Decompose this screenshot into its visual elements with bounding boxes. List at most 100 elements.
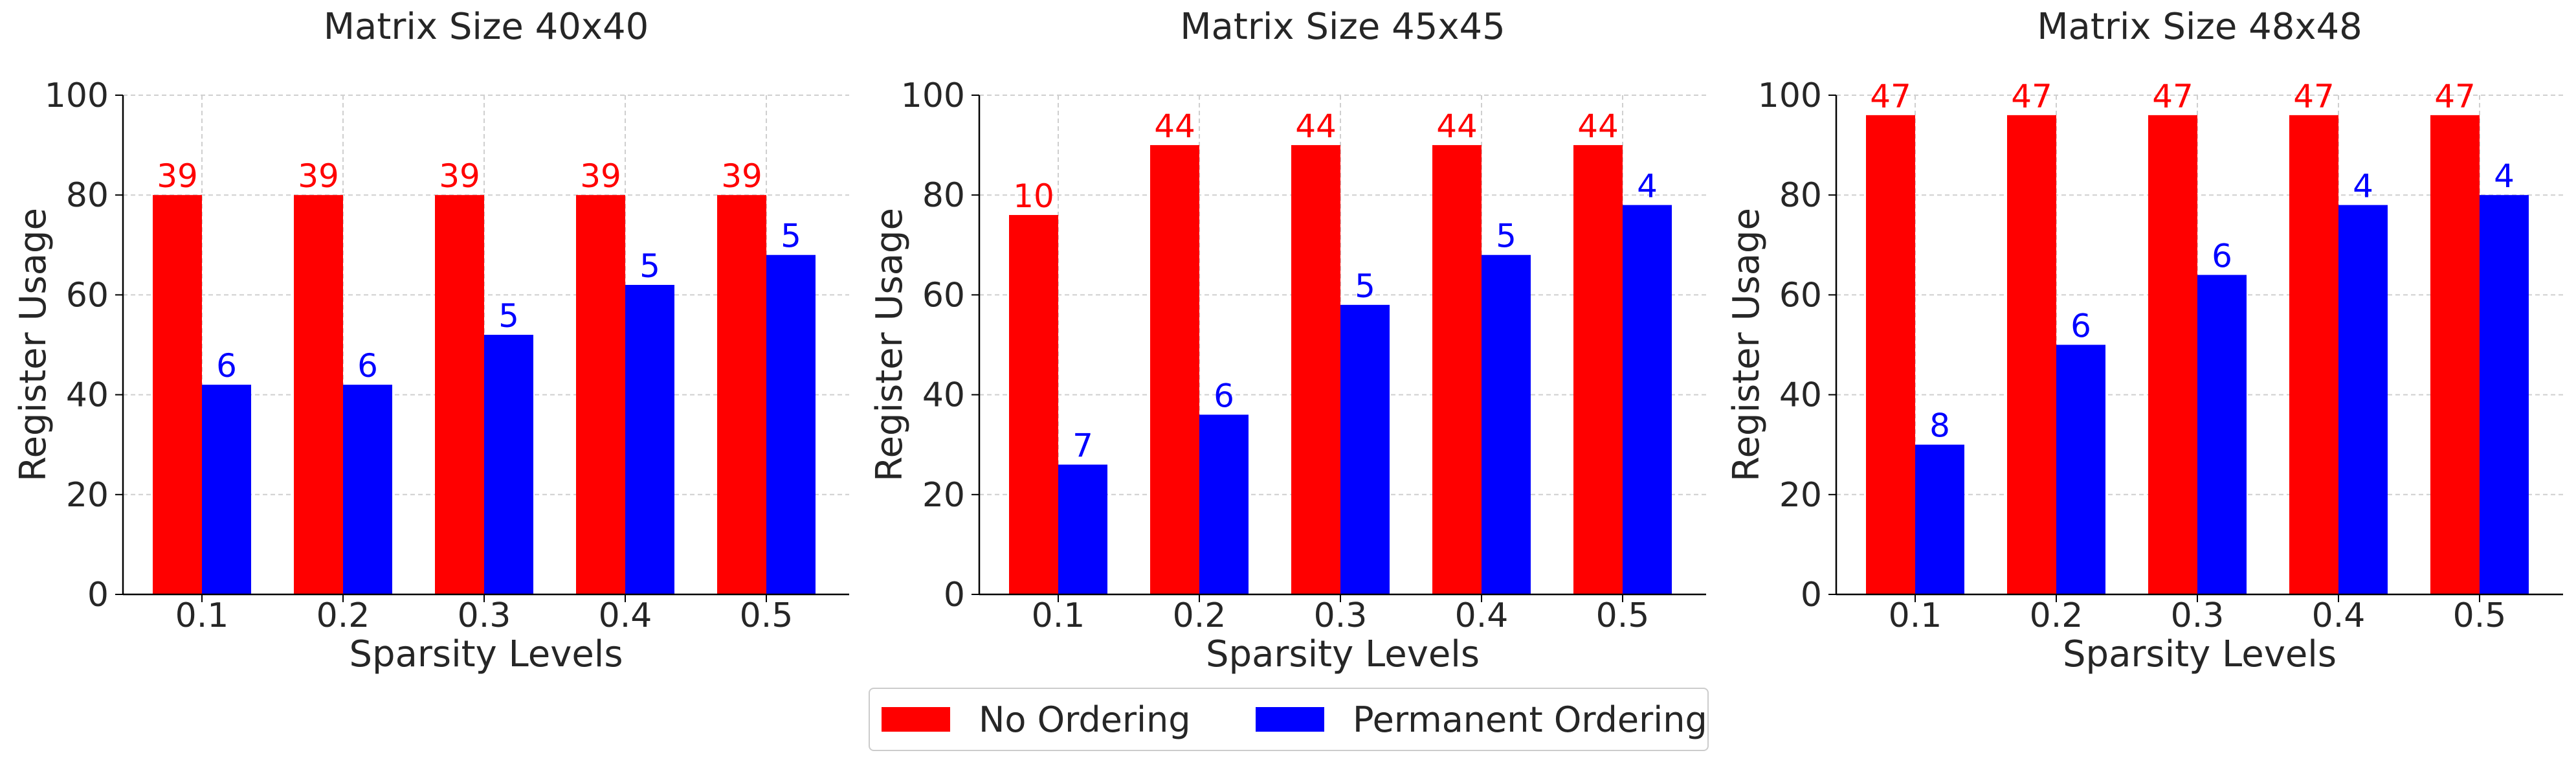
bar-permanent-ordering xyxy=(1340,304,1390,594)
x-tick-label: 0.3 xyxy=(2171,596,2225,635)
data-label: 5 xyxy=(781,218,801,255)
bar-no-ordering xyxy=(1432,145,1482,595)
data-label: 7 xyxy=(1072,427,1093,465)
y-axis-label: Register Usage xyxy=(869,208,911,482)
legend: No Ordering Permanent Ordering xyxy=(869,688,1709,751)
y-tick-label: 40 xyxy=(66,376,109,415)
bar-permanent-ordering xyxy=(343,385,392,594)
x-tick-label: 0.5 xyxy=(740,596,794,635)
bar-no-ordering xyxy=(717,195,766,594)
x-tick-label: 0.4 xyxy=(2312,596,2366,635)
y-tick-label: 100 xyxy=(1758,76,1822,115)
bar-no-ordering xyxy=(294,195,343,594)
bar-permanent-ordering xyxy=(1199,414,1249,594)
bar-no-ordering xyxy=(1009,215,1058,594)
bar-permanent-ordering xyxy=(2480,195,2529,594)
y-tick-label: 80 xyxy=(66,176,109,215)
bar-no-ordering xyxy=(435,195,484,594)
data-label: 6 xyxy=(357,347,378,385)
data-label: 5 xyxy=(1355,267,1375,305)
chart-title: Matrix Size 48x48 xyxy=(2037,6,2362,48)
bar-permanent-ordering xyxy=(625,284,674,594)
legend-label-no-ordering: No Ordering xyxy=(979,699,1191,740)
x-tick-label: 0.1 xyxy=(175,596,229,635)
bar-no-ordering xyxy=(153,195,202,594)
x-axis-label: Sparsity Levels xyxy=(349,633,623,675)
x-tick-label: 0.2 xyxy=(316,596,370,635)
data-label: 6 xyxy=(1214,377,1234,414)
data-label: 47 xyxy=(2434,78,2476,115)
y-tick-label: 20 xyxy=(66,476,109,515)
data-label: 6 xyxy=(2071,308,2091,345)
data-label: 39 xyxy=(580,157,621,195)
x-tick-label: 0.1 xyxy=(1889,596,1942,635)
y-tick-label: 20 xyxy=(922,476,965,515)
bar-permanent-ordering xyxy=(766,254,816,595)
x-tick-label: 0.2 xyxy=(2030,596,2083,635)
bar-permanent-ordering xyxy=(1058,464,1107,594)
data-label: 5 xyxy=(639,247,660,285)
data-label: 39 xyxy=(721,157,762,195)
data-label: 47 xyxy=(1870,78,1911,115)
legend-item-permanent-ordering: Permanent Ordering xyxy=(1256,689,1707,750)
x-tick-label: 0.4 xyxy=(1455,596,1509,635)
data-label: 10 xyxy=(1013,177,1054,215)
data-label: 47 xyxy=(2152,78,2193,115)
data-label: 44 xyxy=(1295,107,1337,145)
x-tick-label: 0.4 xyxy=(599,596,652,635)
legend-label-permanent-ordering: Permanent Ordering xyxy=(1353,699,1707,740)
chart-title: Matrix Size 45x45 xyxy=(1180,6,1505,48)
y-tick-label: 60 xyxy=(66,276,109,315)
bar-permanent-ordering xyxy=(2197,275,2247,594)
bar-permanent-ordering xyxy=(2056,344,2105,594)
bar-no-ordering xyxy=(2430,115,2480,595)
y-tick-label: 60 xyxy=(922,276,965,315)
y-axis-label: Register Usage xyxy=(1726,208,1768,482)
data-label: 4 xyxy=(1637,168,1658,205)
data-label: 6 xyxy=(2212,238,2232,275)
data-label: 44 xyxy=(1436,107,1478,145)
y-tick-label: 60 xyxy=(1779,276,1822,315)
x-tick-label: 0.3 xyxy=(458,596,511,635)
chart-title: Matrix Size 40x40 xyxy=(324,6,649,48)
data-label: 47 xyxy=(2293,78,2335,115)
bar-no-ordering xyxy=(2148,115,2197,595)
bar-permanent-ordering xyxy=(202,385,251,594)
bar-no-ordering xyxy=(576,195,625,594)
bar-permanent-ordering xyxy=(1915,444,1964,594)
x-tick-label: 0.5 xyxy=(1596,596,1650,635)
data-label: 44 xyxy=(1577,107,1619,145)
y-tick-label: 40 xyxy=(922,376,965,415)
data-label: 47 xyxy=(2011,78,2052,115)
x-tick-label: 0.5 xyxy=(2453,596,2507,635)
y-tick-label: 0 xyxy=(1801,576,1822,614)
bar-no-ordering xyxy=(1291,145,1340,595)
data-label: 6 xyxy=(216,347,237,385)
y-tick-label: 80 xyxy=(922,176,965,215)
x-tick-label: 0.2 xyxy=(1173,596,1227,635)
x-tick-label: 0.1 xyxy=(1032,596,1085,635)
bar-no-ordering xyxy=(2007,115,2056,595)
y-tick-label: 100 xyxy=(45,76,109,115)
bar-no-ordering xyxy=(2289,115,2338,595)
legend-swatch-permanent-ordering xyxy=(1256,707,1324,732)
bar-no-ordering xyxy=(1866,115,1915,595)
data-label: 8 xyxy=(1929,407,1950,445)
data-label: 39 xyxy=(157,157,198,195)
bar-permanent-ordering xyxy=(2338,205,2388,594)
data-label: 5 xyxy=(498,297,519,335)
x-tick-label: 0.3 xyxy=(1314,596,1368,635)
y-tick-label: 0 xyxy=(944,576,965,614)
data-label: 5 xyxy=(1496,218,1516,255)
data-label: 44 xyxy=(1154,107,1195,145)
legend-item-no-ordering: No Ordering xyxy=(882,689,1191,750)
bar-permanent-ordering xyxy=(1482,254,1531,595)
bar-permanent-ordering xyxy=(1623,205,1672,594)
x-axis-label: Sparsity Levels xyxy=(2063,633,2337,675)
bar-no-ordering xyxy=(1150,145,1199,595)
y-axis-label: Register Usage xyxy=(12,208,54,482)
data-label: 39 xyxy=(439,157,480,195)
y-tick-label: 20 xyxy=(1779,476,1822,515)
y-tick-label: 40 xyxy=(1779,376,1822,415)
